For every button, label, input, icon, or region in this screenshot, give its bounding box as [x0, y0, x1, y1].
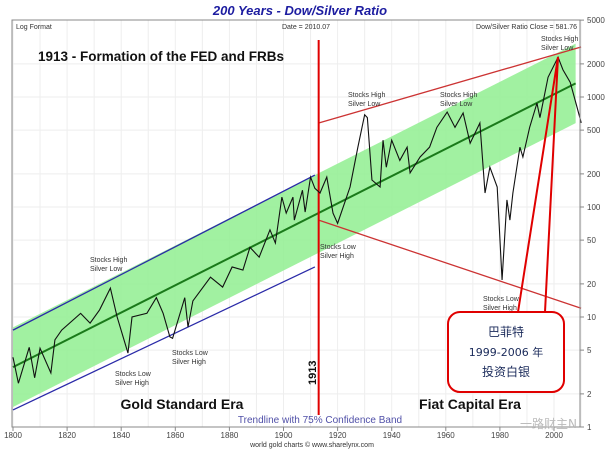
callout-pointer	[517, 56, 559, 313]
annotation-label: Stocks Low	[172, 350, 209, 357]
log-format-label: Log Format	[16, 24, 52, 31]
plot-frame	[11, 19, 581, 428]
callout-line: 投资白银	[482, 364, 530, 379]
series-group	[12, 55, 582, 384]
annotation-label: Stocks High	[90, 257, 127, 264]
annotation-label: Stocks Low	[483, 296, 520, 303]
x-tick-label: 1820	[58, 431, 76, 440]
fiat-channel-lower	[318, 219, 582, 309]
annotation-label: Stocks High	[348, 92, 385, 99]
trendline	[12, 82, 577, 369]
annotation-label: Silver Low	[348, 101, 381, 108]
y-axis: 5000 2000 1000 500 200 100 50 20 10 5 2 1	[580, 16, 605, 432]
callout-box	[447, 311, 565, 393]
annotation-label: Silver High	[320, 253, 354, 260]
y-tick-label: 50	[587, 236, 596, 245]
x-tick-label: 1860	[166, 431, 184, 440]
dow-silver-ratio-line	[12, 55, 582, 384]
y-tick-label: 500	[587, 126, 601, 135]
annotation-label: Silver High	[115, 380, 149, 387]
x-tick-label: 2000	[545, 431, 563, 440]
gold-standard-era-label: Gold Standard Era	[121, 396, 244, 412]
x-tick-label: 1920	[329, 431, 347, 440]
x-axis: 1800 1820 1840 1860 1880 1900 1920 1940 1960 1980…	[4, 427, 563, 440]
gold-channel-lower	[12, 266, 316, 411]
x-tick-label: 1840	[112, 431, 130, 440]
y-tick-label: 1	[587, 423, 592, 432]
annotation-label: Silver Low	[541, 45, 574, 52]
x-tick-label: 1800	[4, 431, 22, 440]
annotation-label: Silver High	[483, 305, 517, 312]
x-tick-label: 1940	[383, 431, 401, 440]
gold-channel-upper	[12, 174, 316, 331]
x-tick-label: 1980	[491, 431, 509, 440]
y-tick-label: 200	[587, 170, 601, 179]
y-tick-label: 1000	[587, 93, 605, 102]
x-tick-label: 1960	[437, 431, 455, 440]
annotation-label: Stocks High	[541, 36, 578, 43]
channel-lines	[12, 40, 582, 415]
y-tick-label: 10	[587, 313, 596, 322]
y-tick-label: 2000	[587, 60, 605, 69]
y-tick-label: 2	[587, 390, 592, 399]
y-tick-label: 5	[587, 346, 592, 355]
band-label: Trendline with 75% Confidence Band	[238, 415, 402, 426]
annotation-label: Stocks Low	[320, 244, 357, 251]
year-1913-label: 1913	[307, 361, 319, 385]
date-label: Date = 2010.07	[282, 24, 330, 31]
fed-headline: 1913 - Formation of the FED and FRBs	[38, 49, 284, 64]
close-label: Dow/Silver Ratio Close = 581.76	[476, 24, 577, 31]
callout-line: 巴菲特	[488, 324, 524, 339]
fiat-channel-upper	[318, 46, 582, 124]
y-tick-label: 20	[587, 280, 596, 289]
buffett-callout: 巴菲特 1999-2006 年 投资白银	[447, 311, 565, 393]
source-label: world gold charts © www.sharelynx.com	[249, 441, 374, 449]
annotation-label: Silver Low	[440, 101, 473, 108]
x-tick-label: 1880	[221, 431, 239, 440]
x-tick-label: 1900	[275, 431, 293, 440]
fiat-capital-era-label: Fiat Capital Era	[419, 396, 521, 412]
annotation-label: Silver High	[172, 359, 206, 366]
chart-title: 200 Years - Dow/Silver Ratio	[212, 3, 387, 18]
annotation-label: Stocks Low	[115, 371, 152, 378]
annotation-label: Stocks High	[440, 92, 477, 99]
watermark: 一路财主N	[520, 416, 577, 431]
y-tick-label: 100	[587, 203, 601, 212]
callout-line: 1999-2006 年	[469, 345, 543, 359]
annotations: Stocks High Silver Low Stocks Low Silver Hi…	[90, 36, 578, 387]
annotation-label: Silver Low	[90, 266, 123, 273]
y-tick-label: 5000	[587, 16, 605, 25]
